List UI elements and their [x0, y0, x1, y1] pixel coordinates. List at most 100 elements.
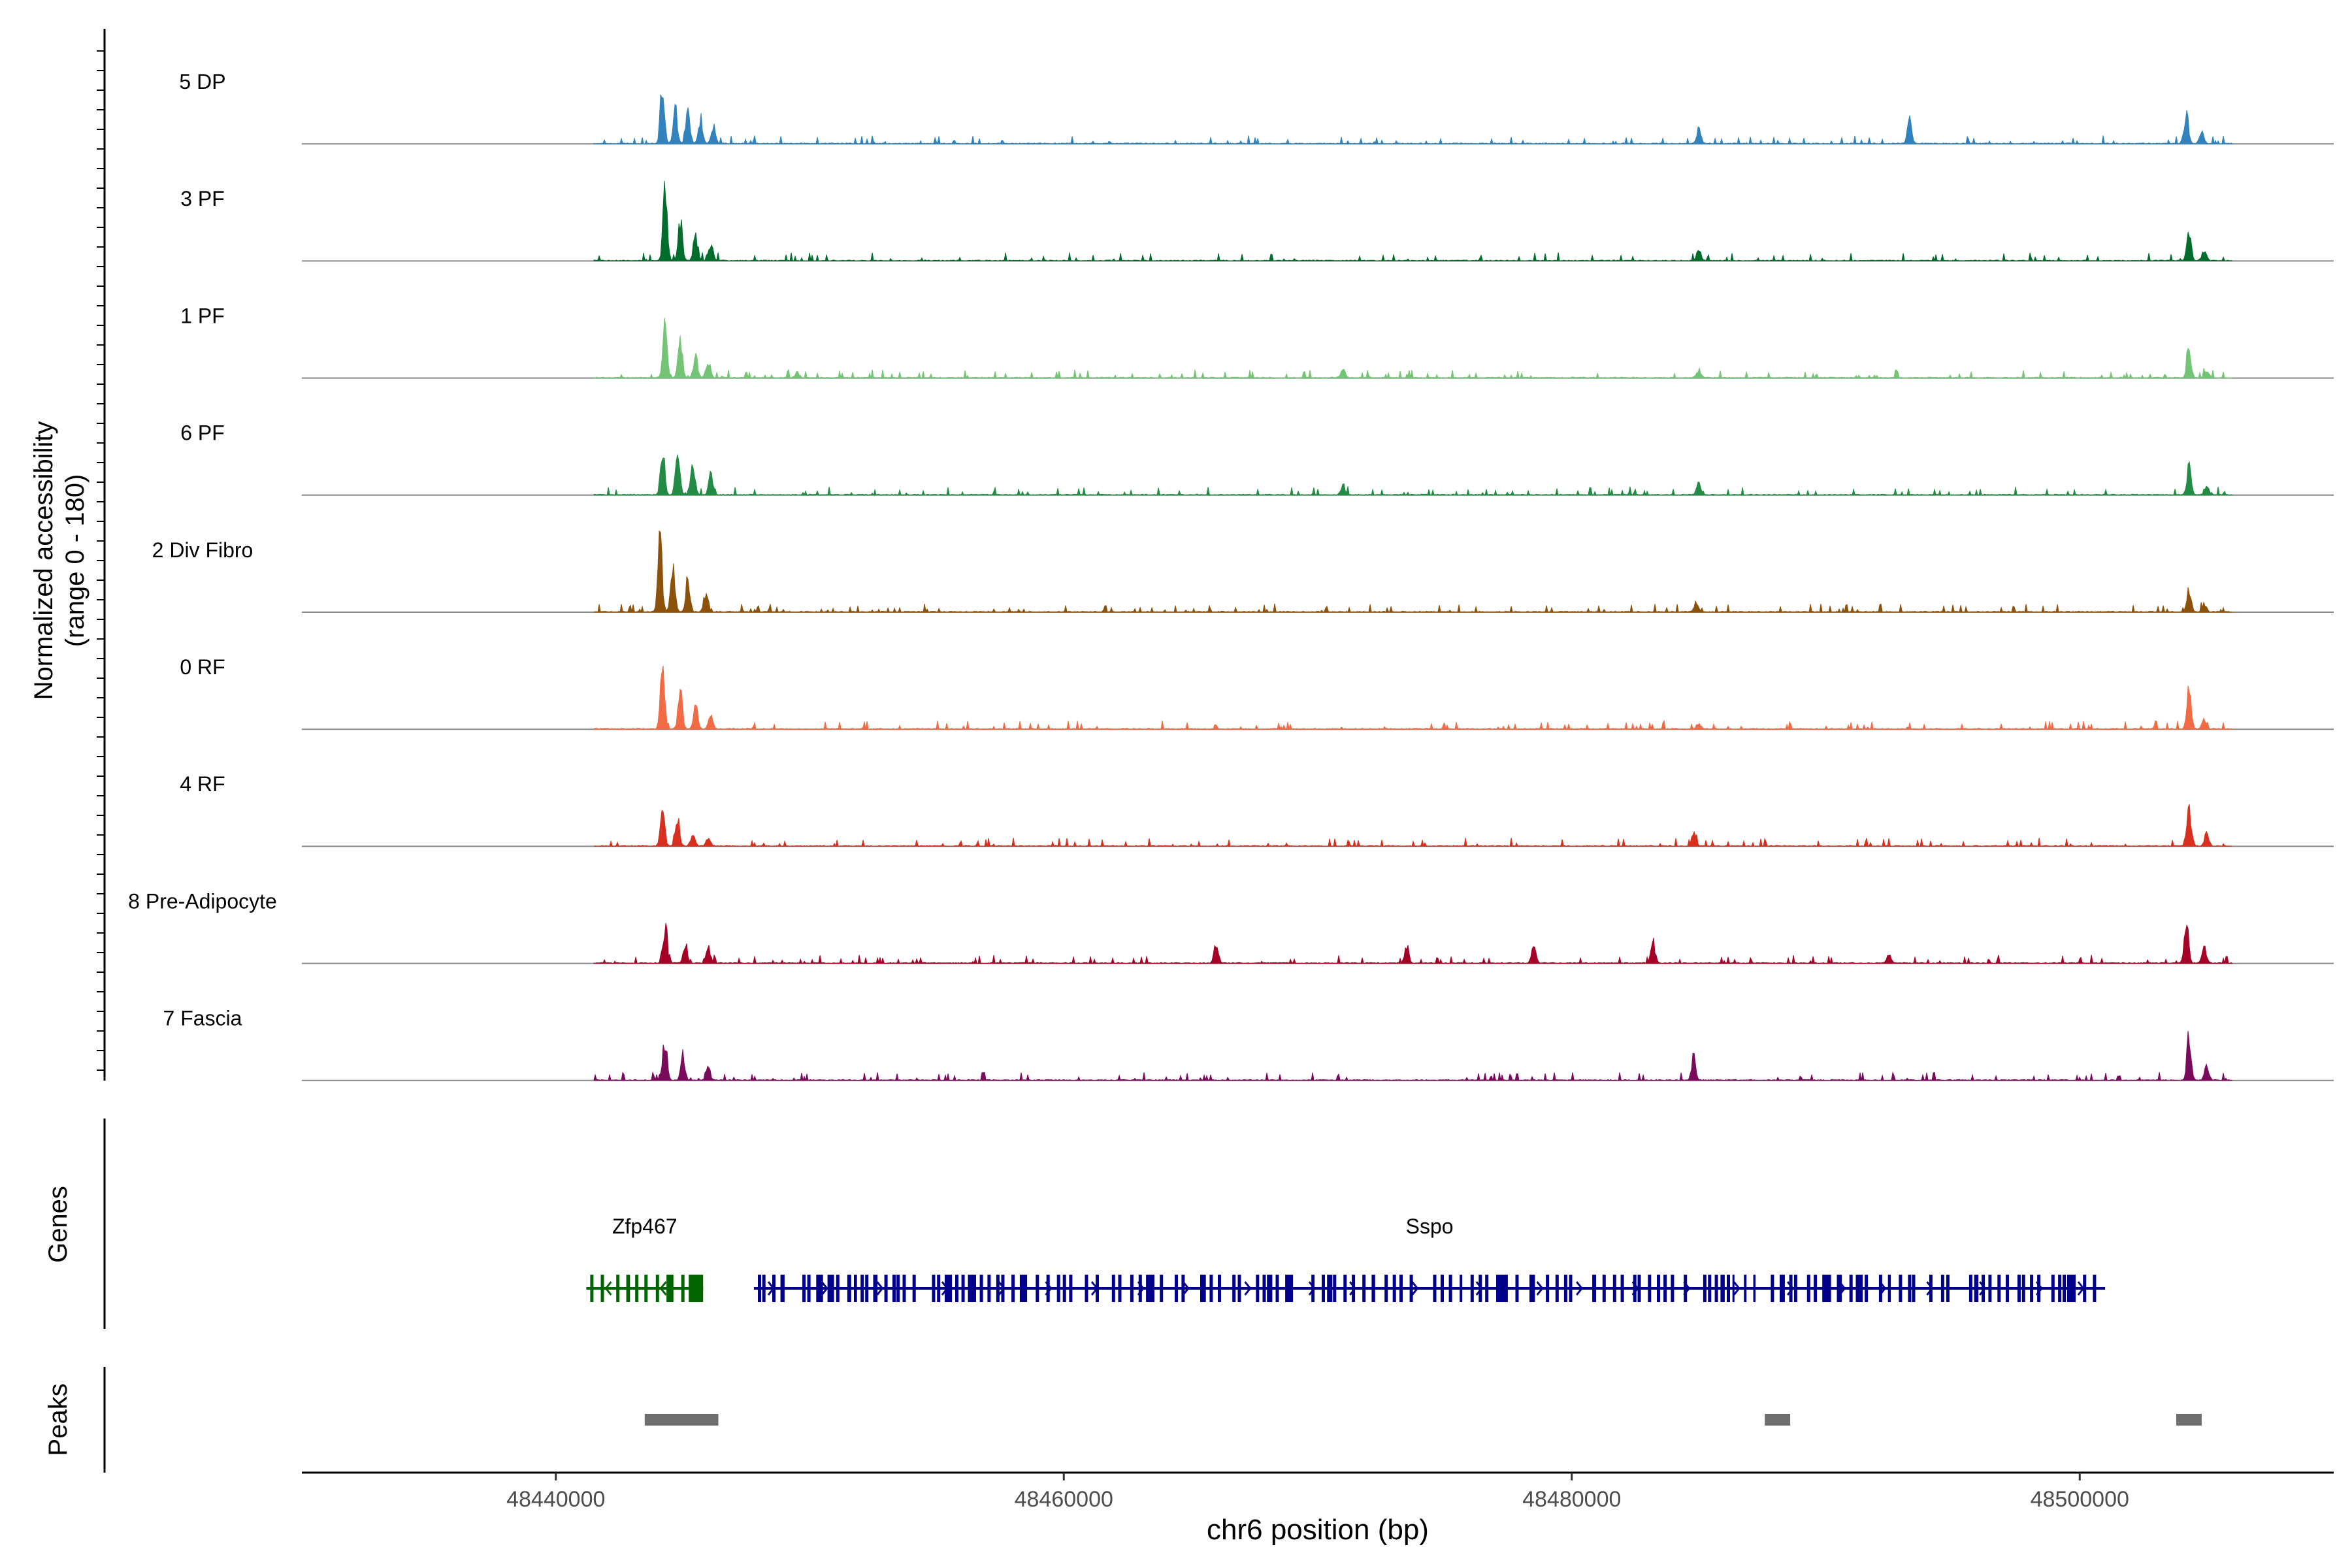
gene-exon	[1637, 1275, 1641, 1302]
gene-exon	[1460, 1275, 1463, 1302]
x-tick-label: 48480000	[1522, 1487, 1621, 1512]
coverage-area	[593, 94, 2233, 145]
gene-exon	[1827, 1275, 1831, 1302]
track-7-fascia: 7 Fascia	[163, 1007, 2334, 1082]
gene-exon	[892, 1275, 896, 1302]
gene-exon	[1982, 1275, 1985, 1302]
track-label: 3 PF	[180, 187, 225, 210]
gene-exon	[802, 1275, 806, 1302]
gene-zfp467: Zfp467	[586, 1215, 704, 1302]
track-2-div-fibro: 2 Div Fibro	[152, 530, 2334, 613]
x-axis-title: chr6 position (bp)	[1207, 1514, 1429, 1546]
gene-exon	[1529, 1275, 1535, 1302]
gene-exon	[1563, 1275, 1567, 1302]
strand-arrow	[1879, 1281, 1887, 1296]
track-label: 5 DP	[179, 70, 225, 93]
strand-arrow	[876, 1281, 884, 1296]
gene-exon	[1130, 1275, 1134, 1302]
gene-exon	[1333, 1275, 1337, 1302]
gene-exon	[1478, 1275, 1482, 1302]
gene-sspo: Sspo	[753, 1215, 2106, 1302]
gene-exon	[1046, 1275, 1050, 1302]
strand-arrow	[2077, 1281, 2085, 1296]
strand-arrow	[1045, 1281, 1053, 1296]
gene-exon	[1500, 1275, 1507, 1302]
strand-arrow	[1838, 1281, 1846, 1296]
gene-exon	[1290, 1275, 1294, 1302]
strand-arrow	[2035, 1281, 2043, 1296]
gene-exon	[987, 1275, 991, 1302]
strand-arrow	[659, 1281, 667, 1296]
gene-exon	[762, 1275, 766, 1302]
strand-arrow	[1979, 1281, 1987, 1296]
track-label: 2 Div Fibro	[152, 538, 253, 562]
coverage-tracks: 5 DP 3 PF 1 PF 6 PF 2 Div Fibro 0 RF 4 RF 8 Pre…	[128, 70, 2334, 1082]
peak-region	[1765, 1414, 1791, 1426]
gene-exon	[1946, 1275, 1950, 1302]
gene-exon	[902, 1275, 906, 1302]
x-tick-label: 48440000	[506, 1487, 605, 1512]
axes: Normalized accessibility (range 0 - 180)…	[29, 29, 2334, 1546]
gene-exon	[979, 1275, 983, 1302]
gene-exon	[2051, 1275, 2055, 1302]
gene-exon	[1780, 1275, 1785, 1302]
gene-exon	[1371, 1275, 1375, 1302]
gene-exon	[600, 1275, 604, 1302]
gene-exon	[873, 1275, 878, 1302]
gene-exon	[1399, 1275, 1403, 1302]
gene-exon	[2063, 1275, 2066, 1302]
gene-exon	[1555, 1275, 1559, 1302]
gene-exon	[2017, 1275, 2021, 1302]
gene-exon	[1569, 1275, 1573, 1302]
gene-exon	[1908, 1275, 1912, 1302]
gene-exon	[1912, 1275, 1916, 1302]
gene-exon	[1024, 1275, 1028, 1302]
gene-exon	[1865, 1275, 1869, 1302]
track-6-pf: 6 PF	[180, 421, 2334, 497]
peaks-panel-label: Peaks	[44, 1383, 73, 1456]
gene-exon	[1036, 1275, 1039, 1302]
gene-utr	[689, 1275, 704, 1302]
gene-exon	[2037, 1275, 2041, 1302]
gene-exon	[1771, 1275, 1774, 1302]
strand-arrow	[1683, 1281, 1691, 1296]
gene-exon	[1433, 1275, 1437, 1302]
gene-exon	[644, 1275, 648, 1302]
gene-exon	[1209, 1275, 1213, 1302]
gene-exon	[955, 1275, 958, 1302]
gene-exon	[1392, 1275, 1396, 1302]
gene-exon	[666, 1275, 674, 1302]
gene-exon	[896, 1275, 900, 1302]
gene-exon	[807, 1275, 811, 1302]
gene-exon	[1663, 1275, 1667, 1302]
gene-exon	[1322, 1275, 1325, 1302]
gene-exon	[912, 1275, 916, 1302]
peak-track	[644, 1414, 2202, 1426]
gene-exon	[1968, 1275, 1972, 1302]
gene-exon	[1720, 1275, 1725, 1302]
strand-arrow	[1349, 1281, 1357, 1296]
gene-exon	[1684, 1275, 1688, 1302]
gene-exon	[860, 1275, 864, 1302]
x-tick-label: 48500000	[2031, 1487, 2129, 1512]
gene-exon	[1657, 1275, 1660, 1302]
gene-exon	[1648, 1275, 1652, 1302]
track-1-pf: 1 PF	[180, 304, 2334, 380]
strand-arrow	[767, 1281, 775, 1296]
gene-exon	[836, 1275, 840, 1302]
track-0-rf: 0 RF	[180, 655, 2334, 730]
gene-exon	[1384, 1275, 1388, 1302]
strand-arrow	[1137, 1281, 1145, 1296]
strand-arrow	[998, 1281, 1005, 1296]
gene-exon	[884, 1275, 888, 1302]
strand-arrow	[1631, 1281, 1639, 1296]
gene-exon	[1822, 1275, 1830, 1302]
track-label: 4 RF	[180, 772, 225, 796]
gene-exon	[1633, 1275, 1637, 1302]
track-label: 7 Fascia	[163, 1007, 242, 1030]
strand-arrow	[1411, 1281, 1419, 1296]
gene-exon	[1602, 1275, 1606, 1302]
gene-exon	[1362, 1275, 1366, 1302]
gene-exon	[973, 1275, 976, 1302]
gene-exon	[1929, 1275, 1933, 1302]
